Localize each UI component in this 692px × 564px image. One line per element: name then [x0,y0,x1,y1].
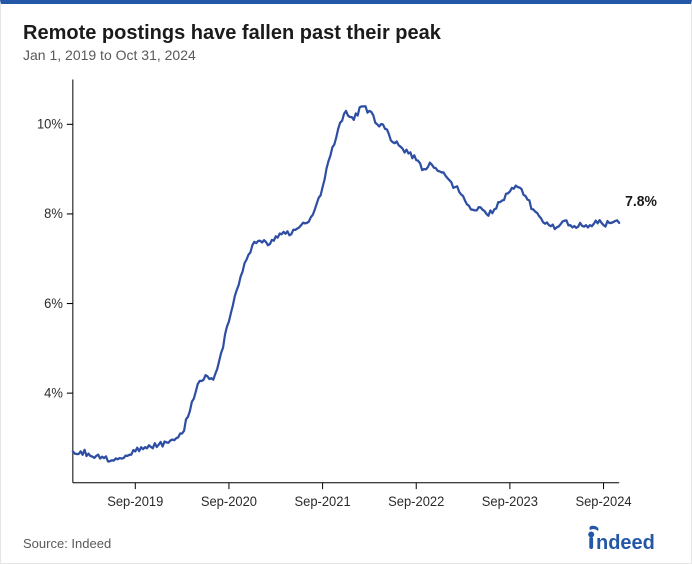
indeed-logo: ndeed [585,525,669,551]
svg-text:Sep-2020: Sep-2020 [201,494,257,509]
svg-text:6%: 6% [44,295,63,310]
svg-text:Sep-2023: Sep-2023 [482,494,538,509]
chart-subtitle: Jan 1, 2019 to Oct 31, 2024 [23,47,669,63]
chart-area: 4% 6% 8% 10% Sep-2019 Sep-2020 Sep-2021 Sep-202… [23,71,669,519]
svg-text:8%: 8% [44,206,63,221]
source-label: Source: Indeed [23,536,111,551]
series-end-label: 7.8% [625,193,657,210]
svg-text:Sep-2024: Sep-2024 [575,494,632,509]
svg-text:10%: 10% [37,116,63,131]
chart-title: Remote postings have fallen past their p… [23,22,669,45]
indeed-logo-icon: ndeed [585,525,669,551]
svg-text:Sep-2019: Sep-2019 [107,494,163,509]
line-chart-svg: 4% 6% 8% 10% Sep-2019 Sep-2020 Sep-2021 Sep-202… [23,71,669,519]
chart-card: Remote postings have fallen past their p… [0,0,692,564]
chart-footer: Source: Indeed ndeed [23,525,669,551]
svg-text:Sep-2021: Sep-2021 [295,494,351,509]
svg-text:Sep-2022: Sep-2022 [388,494,444,509]
svg-text:ndeed: ndeed [596,532,655,551]
svg-text:4%: 4% [44,385,63,400]
